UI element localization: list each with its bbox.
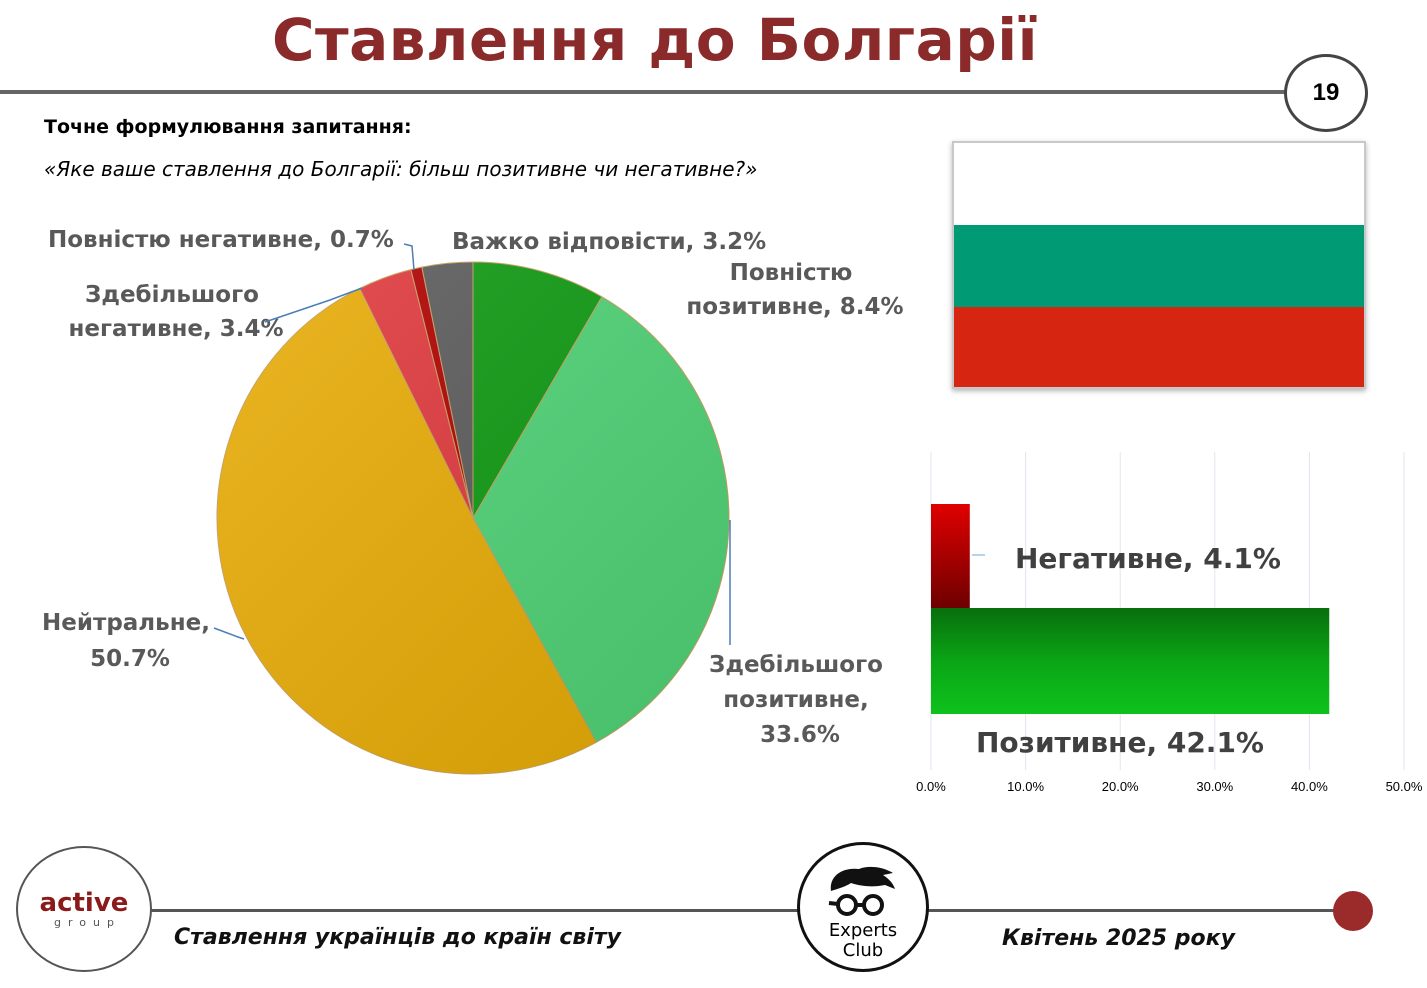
pie-label-fully-positive: Повністю позитивне, 8.4% bbox=[686, 260, 903, 320]
pie-label-mostly-positive-line1: Здебільшого bbox=[709, 652, 883, 678]
bar-negative bbox=[931, 504, 970, 608]
pie-shading-overlay bbox=[217, 262, 729, 774]
bulgaria-flag-image bbox=[952, 141, 1366, 389]
bar-chart: 0.0% 10.0% 20.0% 30.0% 40.0% 50.0% bbox=[916, 452, 1423, 794]
pie-label-mostly-negative: Здебільшого негативне, 3.4% bbox=[68, 282, 283, 342]
flag-red-stripe bbox=[954, 307, 1364, 387]
footer-left-text: Ставлення українців до країн світу bbox=[174, 925, 621, 950]
experts-club-logo: Experts Club bbox=[797, 842, 929, 972]
active-group-logo-sub: group bbox=[54, 915, 121, 929]
page-title: Ставлення до Болгарії bbox=[271, 6, 1039, 74]
pie-label-neutral: Нейтральне, 50.7% bbox=[42, 610, 218, 672]
bar-label-positive: Позитивне, 42.1% bbox=[976, 726, 1264, 759]
active-group-logo: active group bbox=[16, 846, 152, 972]
flag-green-stripe bbox=[954, 225, 1364, 307]
experts-club-logo-line2: Club bbox=[842, 940, 884, 961]
flag-white-stripe bbox=[954, 143, 1364, 225]
pie-label-mostly-positive-line2: позитивне, bbox=[723, 687, 868, 713]
question-label: Точне формулювання запитання: bbox=[44, 116, 412, 138]
pie-chart-labels: Повністю негативне, 0.7% Важко відповіст… bbox=[42, 227, 904, 748]
active-group-logo-main: active bbox=[39, 887, 129, 918]
title-divider bbox=[0, 90, 1290, 94]
footer-right-text: Квітень 2025 року bbox=[1002, 926, 1235, 951]
question-text: «Яке ваше ставлення до Болгарії: більш п… bbox=[44, 157, 758, 181]
leader-line-mostly-negative bbox=[264, 287, 363, 323]
bar-x-tick-label: 50.0% bbox=[1386, 779, 1423, 794]
bar-x-tick-label: 40.0% bbox=[1291, 779, 1328, 794]
bar-positive bbox=[931, 608, 1330, 714]
pie-label-mostly-negative-line1: Здебільшого bbox=[85, 282, 259, 308]
bar-label-negative: Негативне, 4.1% bbox=[1015, 542, 1281, 575]
bar-x-tick-label: 30.0% bbox=[1196, 779, 1233, 794]
pie-label-mostly-negative-line2: негативне, 3.4% bbox=[68, 316, 283, 342]
bar-x-tick-label: 10.0% bbox=[1007, 779, 1044, 794]
pie-label-hard-to-say: Важко відповісти, 3.2% bbox=[452, 229, 766, 255]
experts-club-glasses-icon bbox=[828, 866, 895, 916]
pie-label-mostly-positive-line3: 33.6% bbox=[760, 722, 840, 748]
footer-divider-left bbox=[150, 909, 798, 912]
pie-label-mostly-positive: Здебільшого позитивне, 33.6% bbox=[709, 652, 891, 748]
page-number-badge: 19 bbox=[1284, 54, 1368, 132]
leader-line-neutral bbox=[213, 627, 245, 640]
experts-club-logo-line1: Experts bbox=[828, 920, 898, 941]
bar-x-tick-label: 20.0% bbox=[1102, 779, 1139, 794]
pie-label-neutral-line2: 50.7% bbox=[90, 646, 170, 672]
pie-label-neutral-line1: Нейтральне, bbox=[42, 610, 210, 636]
pie-chart bbox=[216, 261, 730, 775]
bar-x-tick-label: 0.0% bbox=[916, 779, 946, 794]
footer-red-dot bbox=[1333, 891, 1373, 931]
pie-label-fully-positive-line2: позитивне, 8.4% bbox=[686, 294, 903, 320]
leader-line-fully-negative bbox=[403, 243, 415, 271]
pie-label-fully-positive-line1: Повністю bbox=[730, 260, 853, 286]
pie-label-fully-negative: Повністю негативне, 0.7% bbox=[48, 227, 394, 253]
footer-divider-right bbox=[928, 909, 1336, 912]
